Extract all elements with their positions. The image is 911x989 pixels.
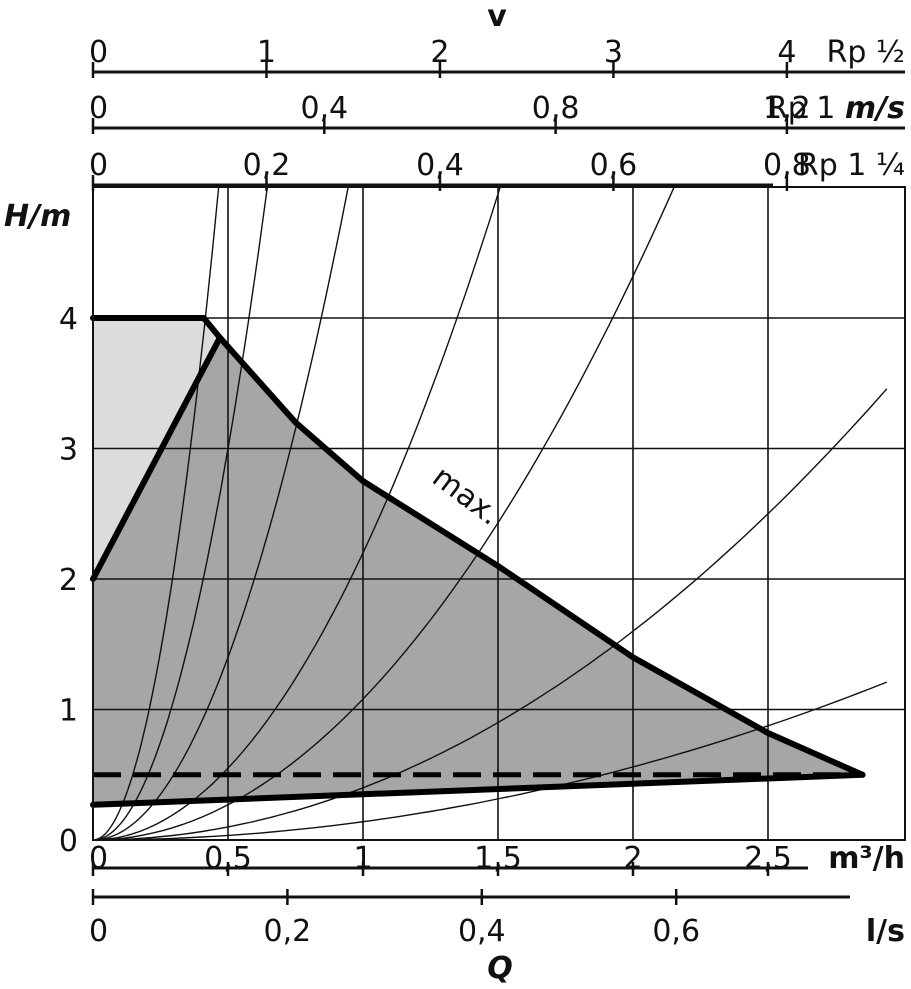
ls-tick-label: 0,4: [458, 914, 506, 949]
velocity-pipe-label: Rp ½: [826, 35, 905, 70]
plot-frame: [92, 186, 906, 841]
y-tick-label: 3: [59, 433, 78, 468]
x-tick-label: 1,5: [474, 841, 522, 876]
velocity-tick-label: 1: [257, 35, 276, 70]
y-axis-title: H/m: [4, 199, 71, 234]
max-curve: [200, 315, 866, 778]
operating-region-1: [93, 337, 863, 805]
x-unit-m3h: m³/h: [828, 841, 905, 876]
system-curve-3: [93, 187, 501, 840]
x-tick-label: 2,5: [744, 841, 792, 876]
x-axis-title: Q: [487, 951, 513, 986]
velocity-tick-label: 0: [89, 148, 108, 183]
y-tick-label: 0: [59, 824, 78, 859]
x-tick-label: 2: [623, 841, 642, 876]
system-curve-0: [93, 187, 220, 840]
system-curve-2: [93, 187, 349, 840]
y-tick-label: 4: [59, 302, 78, 337]
pipe-size: Rp 1: [767, 91, 845, 126]
velocity-tick-label: 0,4: [416, 148, 464, 183]
operating-regions: [93, 318, 863, 805]
velocity-tick-label: 0,6: [590, 148, 638, 183]
y-tick-label: 2: [59, 563, 78, 598]
velocity-tick-label: 2: [430, 35, 449, 70]
axes: [91, 62, 905, 905]
system-curve-4: [93, 187, 675, 840]
x-tick-label: 1: [353, 841, 372, 876]
velocity-tick-label: 0,8: [532, 91, 580, 126]
velocity-axis-title: v: [487, 0, 507, 34]
velocity-tick-label: 1,2: [763, 91, 811, 126]
pump-curve-3: [90, 771, 866, 808]
velocity-tick-label: 0,4: [300, 91, 348, 126]
system-curve-5: [93, 388, 888, 840]
ls-tick-label: 0,2: [264, 914, 312, 949]
velocity-pipe-label: Rp 1 ¼: [798, 148, 905, 183]
velocity-tick-label: 4: [777, 35, 796, 70]
velocity-tick-label: 0: [89, 91, 108, 126]
y-tick-label: 1: [59, 694, 78, 729]
velocity-tick-label: 3: [604, 35, 623, 70]
velocity-pipe-label: Rp 1 m/s: [767, 91, 905, 126]
velocity-tick-label: 0: [89, 35, 108, 70]
velocity-tick-label: 0,2: [243, 148, 291, 183]
x-tick-label: 0: [89, 841, 108, 876]
plot-border: [92, 186, 906, 841]
ls-tick-label: 0: [89, 914, 108, 949]
velocity-tick-label: 0,8: [763, 148, 811, 183]
ls-tick-label: 0,6: [652, 914, 700, 949]
x-unit-ls: l/s: [866, 914, 905, 949]
velocity-unit: m/s: [845, 91, 905, 126]
pump-curves: [90, 315, 866, 808]
system-curve-6: [93, 681, 888, 840]
pump-curve-2: [90, 334, 223, 582]
x-tick-label: 0,5: [204, 841, 252, 876]
max-curve-label: max.: [426, 460, 507, 533]
